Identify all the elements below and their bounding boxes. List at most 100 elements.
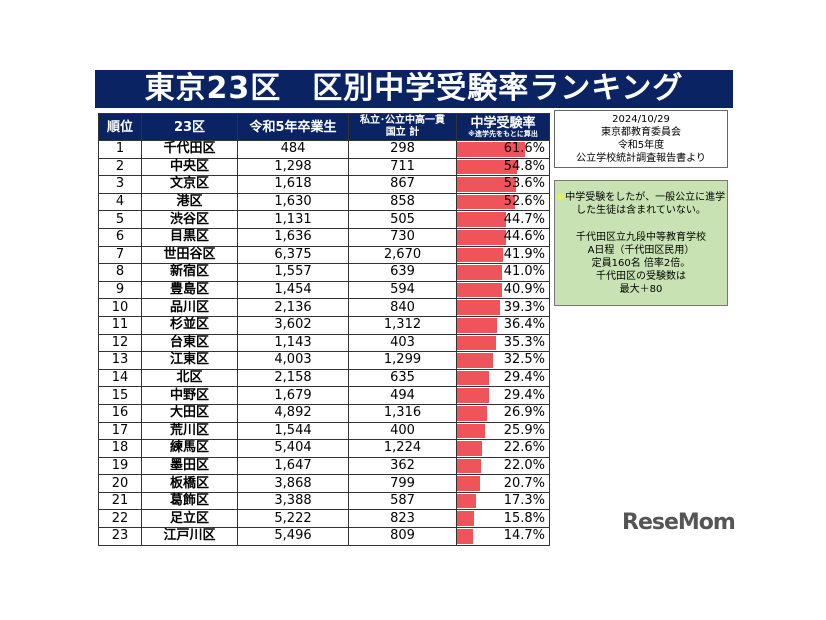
rate-value: 53.6% [503,176,545,192]
ward-cell: 文京区 [141,175,238,194]
rate-value: 40.9% [503,282,545,298]
rank-cell: 4 [98,192,142,212]
rank-cell: 12 [98,333,142,353]
rate-cell: 26.9% [456,403,550,423]
rate-cell: 44.7% [456,210,550,229]
grads-cell: 1,679 [237,386,349,405]
rate-value: 54.8% [503,158,545,174]
rate-bar [457,388,490,403]
rate-bar [457,229,507,245]
grads-cell: 1,143 [237,333,349,353]
private-cell: 1,299 [348,351,457,370]
table-row: 15 中野区 1,679 494 29.4% [98,386,550,405]
table-row: 4 港区 1,630 858 52.6% [98,192,550,212]
private-cell: 799 [348,474,457,493]
note-detail: 千代田区の受験数は [596,271,686,282]
private-cell: 362 [348,456,457,476]
grads-cell: 1,131 [237,210,349,229]
rate-bar [457,511,475,527]
header-rate: 中学受験率 ※進学先をもとに算出 [456,113,550,141]
table-row: 2 中央区 1,298 711 54.8% [98,157,550,177]
ward-cell: 大田区 [141,403,238,423]
rank-cell: 3 [98,175,142,194]
grads-cell: 484 [237,140,349,159]
private-cell: 823 [348,509,457,529]
grads-cell: 1,544 [237,421,349,441]
table-row: 20 板橋区 3,868 799 20.7% [98,474,550,493]
rate-cell: 41.9% [456,245,550,265]
ward-cell: 葛飾区 [141,491,238,511]
ward-cell: 中野区 [141,386,238,405]
rate-cell: 44.6% [456,227,550,247]
rate-value: 41.0% [503,264,545,280]
rate-value: 44.6% [503,229,545,245]
rate-cell: 40.9% [456,280,550,300]
ward-cell: 港区 [141,192,238,212]
private-cell: 809 [348,527,457,546]
table-row: 7 世田谷区 6,375 2,670 41.9% [98,245,550,265]
private-cell: 639 [348,263,457,282]
grads-cell: 5,496 [237,527,349,546]
note-detail: 千代田区立九段中等教育学校 [576,232,706,243]
rate-bar [457,265,503,280]
rate-cell: 36.4% [456,315,550,335]
source-report: 公立学校統計調査報告書より [576,153,706,164]
private-cell: 1,224 [348,439,457,458]
rate-cell: 22.0% [456,456,550,476]
private-cell: 2,670 [348,245,457,265]
rate-bar [457,177,516,192]
rate-cell: 53.6% [456,175,550,194]
table-row: 5 渋谷区 1,131 505 44.7% [98,210,550,229]
note-mark: ※ [556,192,566,203]
rank-cell: 18 [98,439,142,458]
rate-value: 36.4% [503,317,545,333]
header-rate-label: 中学受験率 [470,115,536,131]
rate-bar [457,405,487,421]
rate-bar [457,353,493,368]
rate-value: 35.3% [503,334,545,350]
header-rate-note: ※進学先をもとに算出 [468,129,538,138]
private-cell: 840 [348,298,457,317]
grads-cell: 3,602 [237,315,349,335]
rank-cell: 7 [98,245,142,265]
rate-value: 25.9% [503,422,545,438]
rate-value: 39.3% [503,299,545,315]
ward-cell: 台東区 [141,333,238,353]
private-cell: 298 [348,140,457,159]
ward-cell: 江戸川区 [141,527,238,546]
note-detail: 定員160名 倍率2倍。 [591,258,691,269]
private-cell: 867 [348,175,457,194]
note-line1: 中学受験をしたが、一般公立に進学 [565,192,726,203]
rate-value: 52.6% [503,194,545,210]
note-detail: 最大＋80 [619,284,663,295]
rate-cell: 20.7% [456,474,550,493]
grads-cell: 1,454 [237,280,349,300]
grads-cell: 1,557 [237,263,349,282]
resemom-logo: ReseMom [622,510,736,535]
private-cell: 494 [348,386,457,405]
rate-cell: 14.7% [456,527,550,546]
table-row: 10 品川区 2,136 840 39.3% [98,298,550,317]
rate-value: 32.5% [503,352,545,368]
ward-cell: 新宿区 [141,263,238,282]
grads-cell: 3,388 [237,491,349,511]
rate-bar [457,159,518,175]
rank-cell: 2 [98,157,142,177]
grads-cell: 1,636 [237,227,349,247]
ward-cell: 目黒区 [141,227,238,247]
grads-cell: 1,647 [237,456,349,476]
grads-cell: 2,158 [237,368,349,388]
grads-cell: 4,003 [237,351,349,370]
table-row: 16 大田区 4,892 1,316 26.9% [98,403,550,423]
rank-cell: 10 [98,298,142,317]
ward-cell: 江東区 [141,351,238,370]
rank-cell: 20 [98,474,142,493]
header-rank: 順位 [98,113,142,141]
rank-cell: 23 [98,527,142,546]
table-row: 8 新宿区 1,557 639 41.0% [98,263,550,282]
rate-cell: 39.3% [456,298,550,317]
rate-value: 15.8% [503,510,545,526]
rank-cell: 9 [98,280,142,300]
rate-bar [457,247,504,263]
note-line2: した生徒は含まれていない。 [576,205,706,216]
